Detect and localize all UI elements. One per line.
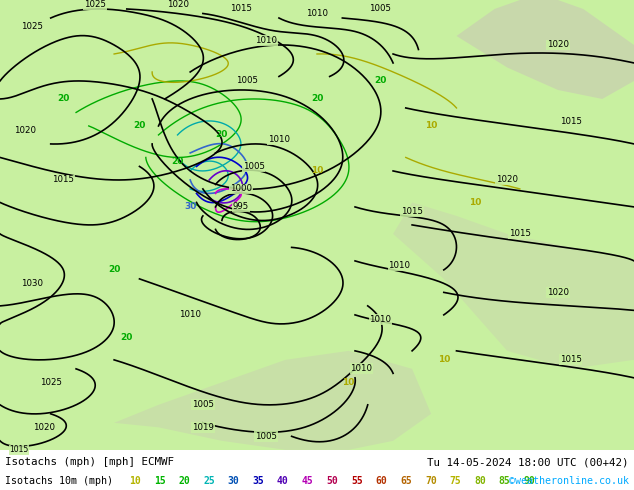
Text: 10: 10 [311,167,323,175]
Text: Isotachs (mph) [mph] ECMWF: Isotachs (mph) [mph] ECMWF [5,457,174,467]
Text: 20: 20 [133,122,146,130]
Text: 1005: 1005 [243,162,264,171]
Text: 1005: 1005 [370,4,391,14]
Text: 20: 20 [216,130,228,140]
Text: 20: 20 [108,266,120,274]
Text: 20: 20 [178,476,190,486]
Text: 10: 10 [129,476,141,486]
Text: 20: 20 [311,95,323,103]
Text: 1025: 1025 [21,23,42,31]
Text: 1010: 1010 [306,9,328,18]
Text: 20: 20 [374,76,387,85]
Text: 10: 10 [437,355,450,365]
Text: 1020: 1020 [496,175,518,184]
Text: 25: 25 [203,476,215,486]
Text: 20: 20 [171,157,184,167]
Text: 50: 50 [327,476,338,486]
Text: 15: 15 [154,476,165,486]
Text: 995: 995 [233,202,249,211]
Text: 1010: 1010 [389,261,410,270]
Text: 30: 30 [228,476,240,486]
Text: 1020: 1020 [34,423,55,432]
Text: 35: 35 [252,476,264,486]
Text: 1025: 1025 [84,0,106,9]
FancyBboxPatch shape [0,0,634,450]
Text: 85: 85 [499,476,510,486]
Text: 75: 75 [450,476,462,486]
Polygon shape [456,0,634,99]
Text: 1020: 1020 [15,126,36,135]
Text: 1010: 1010 [179,310,201,319]
Text: ©weatheronline.co.uk: ©weatheronline.co.uk [509,476,629,486]
Text: 1015: 1015 [509,229,531,239]
Text: 10: 10 [425,122,437,130]
Text: 1005: 1005 [192,400,214,409]
Text: 1019: 1019 [192,423,214,432]
Text: 10: 10 [342,378,355,387]
Text: 10: 10 [469,198,482,207]
Text: 1030: 1030 [21,279,42,288]
Text: 1025: 1025 [40,378,61,387]
Text: 20: 20 [57,95,70,103]
Text: 1010: 1010 [268,135,290,144]
Polygon shape [393,202,634,369]
Text: 1015: 1015 [401,207,423,216]
Text: 1005: 1005 [256,432,277,441]
Text: 45: 45 [302,476,313,486]
Text: 1010: 1010 [351,365,372,373]
Text: 90: 90 [524,476,535,486]
Text: 1015: 1015 [10,445,29,454]
Polygon shape [114,351,431,450]
Text: 1015: 1015 [53,175,74,184]
Text: 1015: 1015 [230,4,252,14]
Text: 30: 30 [184,202,197,211]
Text: 55: 55 [351,476,363,486]
Text: 1020: 1020 [167,0,188,9]
Text: 65: 65 [400,476,412,486]
Text: 1020: 1020 [547,288,569,297]
Text: 20: 20 [120,333,133,342]
Text: 1015: 1015 [560,355,581,365]
Text: 1005: 1005 [236,76,258,85]
Text: 70: 70 [425,476,437,486]
Text: 1015: 1015 [560,117,581,126]
Text: 1020: 1020 [547,41,569,49]
Text: Isotachs 10m (mph): Isotachs 10m (mph) [5,476,113,486]
Text: 40: 40 [277,476,289,486]
Text: 60: 60 [375,476,387,486]
Text: Tu 14-05-2024 18:00 UTC (00+42): Tu 14-05-2024 18:00 UTC (00+42) [427,457,629,467]
Text: 1000: 1000 [230,184,252,194]
Text: 1010: 1010 [256,36,277,45]
Text: 80: 80 [474,476,486,486]
Text: 1010: 1010 [370,315,391,324]
